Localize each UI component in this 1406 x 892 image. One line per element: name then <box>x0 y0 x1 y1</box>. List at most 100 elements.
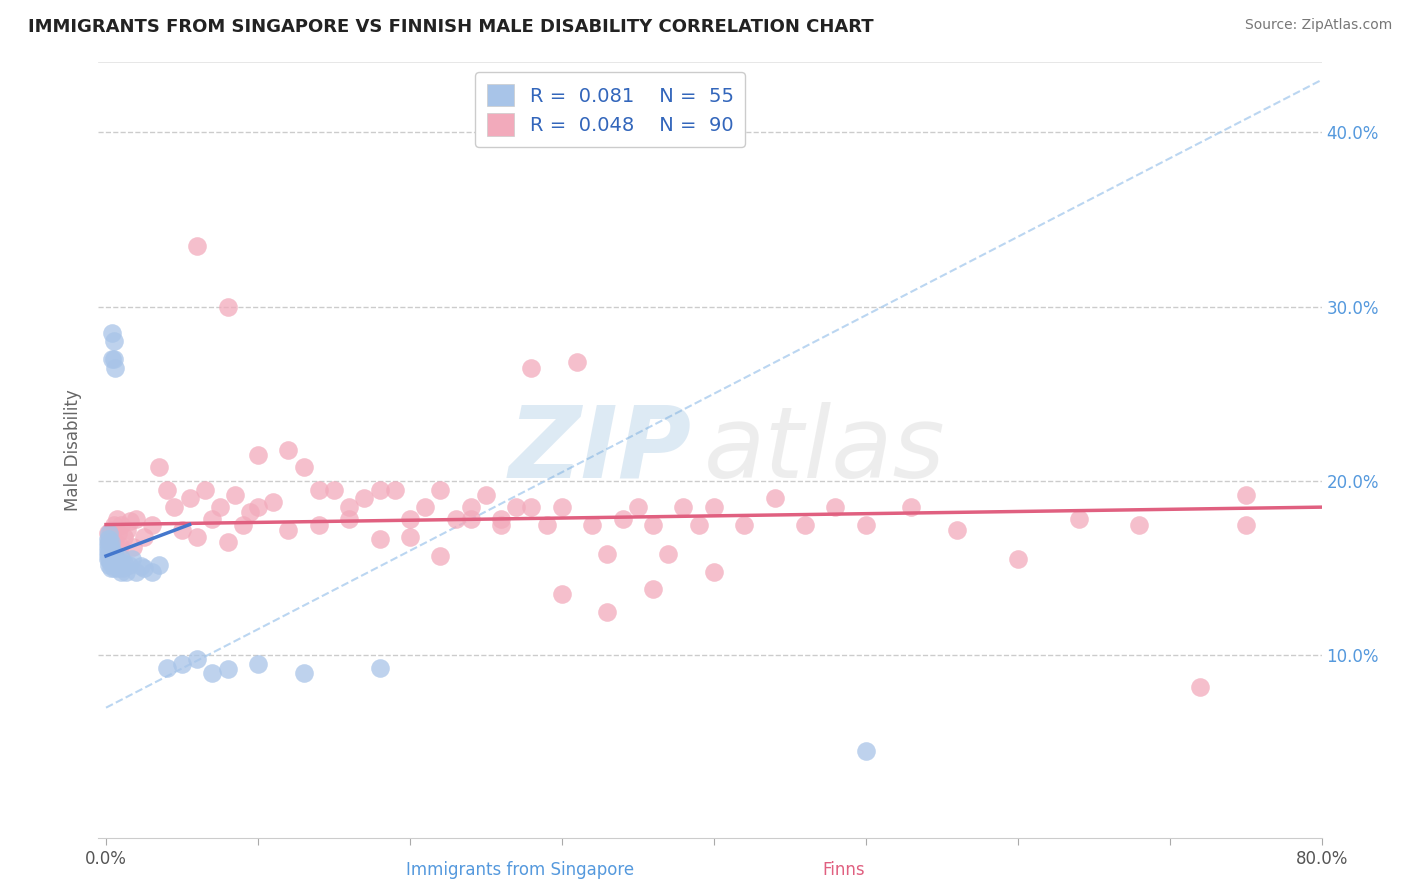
Text: Source: ZipAtlas.com: Source: ZipAtlas.com <box>1244 18 1392 32</box>
Point <box>111 561 134 575</box>
Point <box>100 545 122 559</box>
Point <box>460 500 482 515</box>
Point <box>110 550 132 565</box>
Point <box>148 558 170 572</box>
Point <box>96 532 118 546</box>
Point <box>100 556 122 570</box>
Point <box>118 558 141 572</box>
Point <box>308 483 330 497</box>
Point <box>703 565 725 579</box>
Point <box>505 500 527 515</box>
Point <box>733 517 755 532</box>
Point <box>103 517 125 532</box>
Text: ZIP: ZIP <box>509 402 692 499</box>
Point <box>125 512 148 526</box>
Point <box>112 530 135 544</box>
Point <box>120 514 142 528</box>
Point <box>1234 517 1257 532</box>
Point <box>368 660 391 674</box>
Point <box>292 665 315 680</box>
Point <box>122 541 145 555</box>
Point <box>489 512 512 526</box>
Point <box>672 500 695 515</box>
Point <box>536 517 558 532</box>
Point <box>763 491 786 506</box>
Point <box>551 500 574 515</box>
Point <box>946 523 969 537</box>
Point <box>104 360 127 375</box>
Point <box>129 559 152 574</box>
Point <box>96 541 118 556</box>
Point <box>520 500 543 515</box>
Point <box>105 552 128 566</box>
Point <box>627 500 650 515</box>
Point <box>114 565 136 579</box>
Legend: R =  0.081    N =  55, R =  0.048    N =  90: R = 0.081 N = 55, R = 0.048 N = 90 <box>475 72 745 147</box>
Point <box>520 360 543 375</box>
Point <box>641 582 664 596</box>
Point <box>208 500 231 515</box>
Point <box>101 530 124 544</box>
Point <box>353 491 375 506</box>
Point <box>104 552 127 566</box>
Point <box>201 665 224 680</box>
Point <box>96 537 118 551</box>
Point <box>104 535 127 549</box>
Point <box>277 523 299 537</box>
Point <box>156 660 179 674</box>
Point <box>100 550 122 565</box>
Text: atlas: atlas <box>704 402 946 499</box>
Point <box>429 483 451 497</box>
Point <box>900 500 922 515</box>
Point <box>1234 488 1257 502</box>
Point <box>101 351 124 366</box>
Point <box>277 442 299 457</box>
Point <box>399 512 422 526</box>
Point <box>103 561 125 575</box>
Point <box>101 326 124 340</box>
Point <box>239 505 262 519</box>
Point <box>429 549 451 563</box>
Point <box>657 547 679 561</box>
Point <box>224 488 246 502</box>
Point <box>103 550 125 565</box>
Point <box>132 530 155 544</box>
Point <box>98 552 121 566</box>
Point <box>103 334 125 349</box>
Point <box>641 517 664 532</box>
Point <box>112 556 135 570</box>
Point <box>105 512 128 526</box>
Point <box>105 558 128 572</box>
Point <box>1007 552 1029 566</box>
Point <box>98 532 121 546</box>
Point <box>688 517 710 532</box>
Point <box>100 541 122 555</box>
Point <box>117 523 139 537</box>
Point <box>565 355 588 369</box>
Point <box>132 561 155 575</box>
Point <box>308 517 330 532</box>
Text: IMMIGRANTS FROM SINGAPORE VS FINNISH MALE DISABILITY CORRELATION CHART: IMMIGRANTS FROM SINGAPORE VS FINNISH MAL… <box>28 18 873 36</box>
Point <box>141 517 163 532</box>
Point <box>368 532 391 546</box>
Point <box>1067 512 1090 526</box>
Point <box>141 565 163 579</box>
Point <box>824 500 846 515</box>
Point <box>108 539 131 553</box>
Point <box>96 526 118 541</box>
Point <box>170 523 193 537</box>
Point <box>186 652 208 666</box>
Point <box>217 300 239 314</box>
Point <box>96 552 118 566</box>
Point <box>323 483 346 497</box>
Point <box>246 448 269 462</box>
Y-axis label: Male Disability: Male Disability <box>65 390 83 511</box>
Point <box>163 500 186 515</box>
Point <box>262 495 284 509</box>
Point <box>194 483 217 497</box>
Point <box>98 535 121 549</box>
Point <box>100 535 122 549</box>
Point <box>217 662 239 676</box>
Point <box>1189 680 1212 694</box>
Text: Finns: Finns <box>823 861 865 879</box>
